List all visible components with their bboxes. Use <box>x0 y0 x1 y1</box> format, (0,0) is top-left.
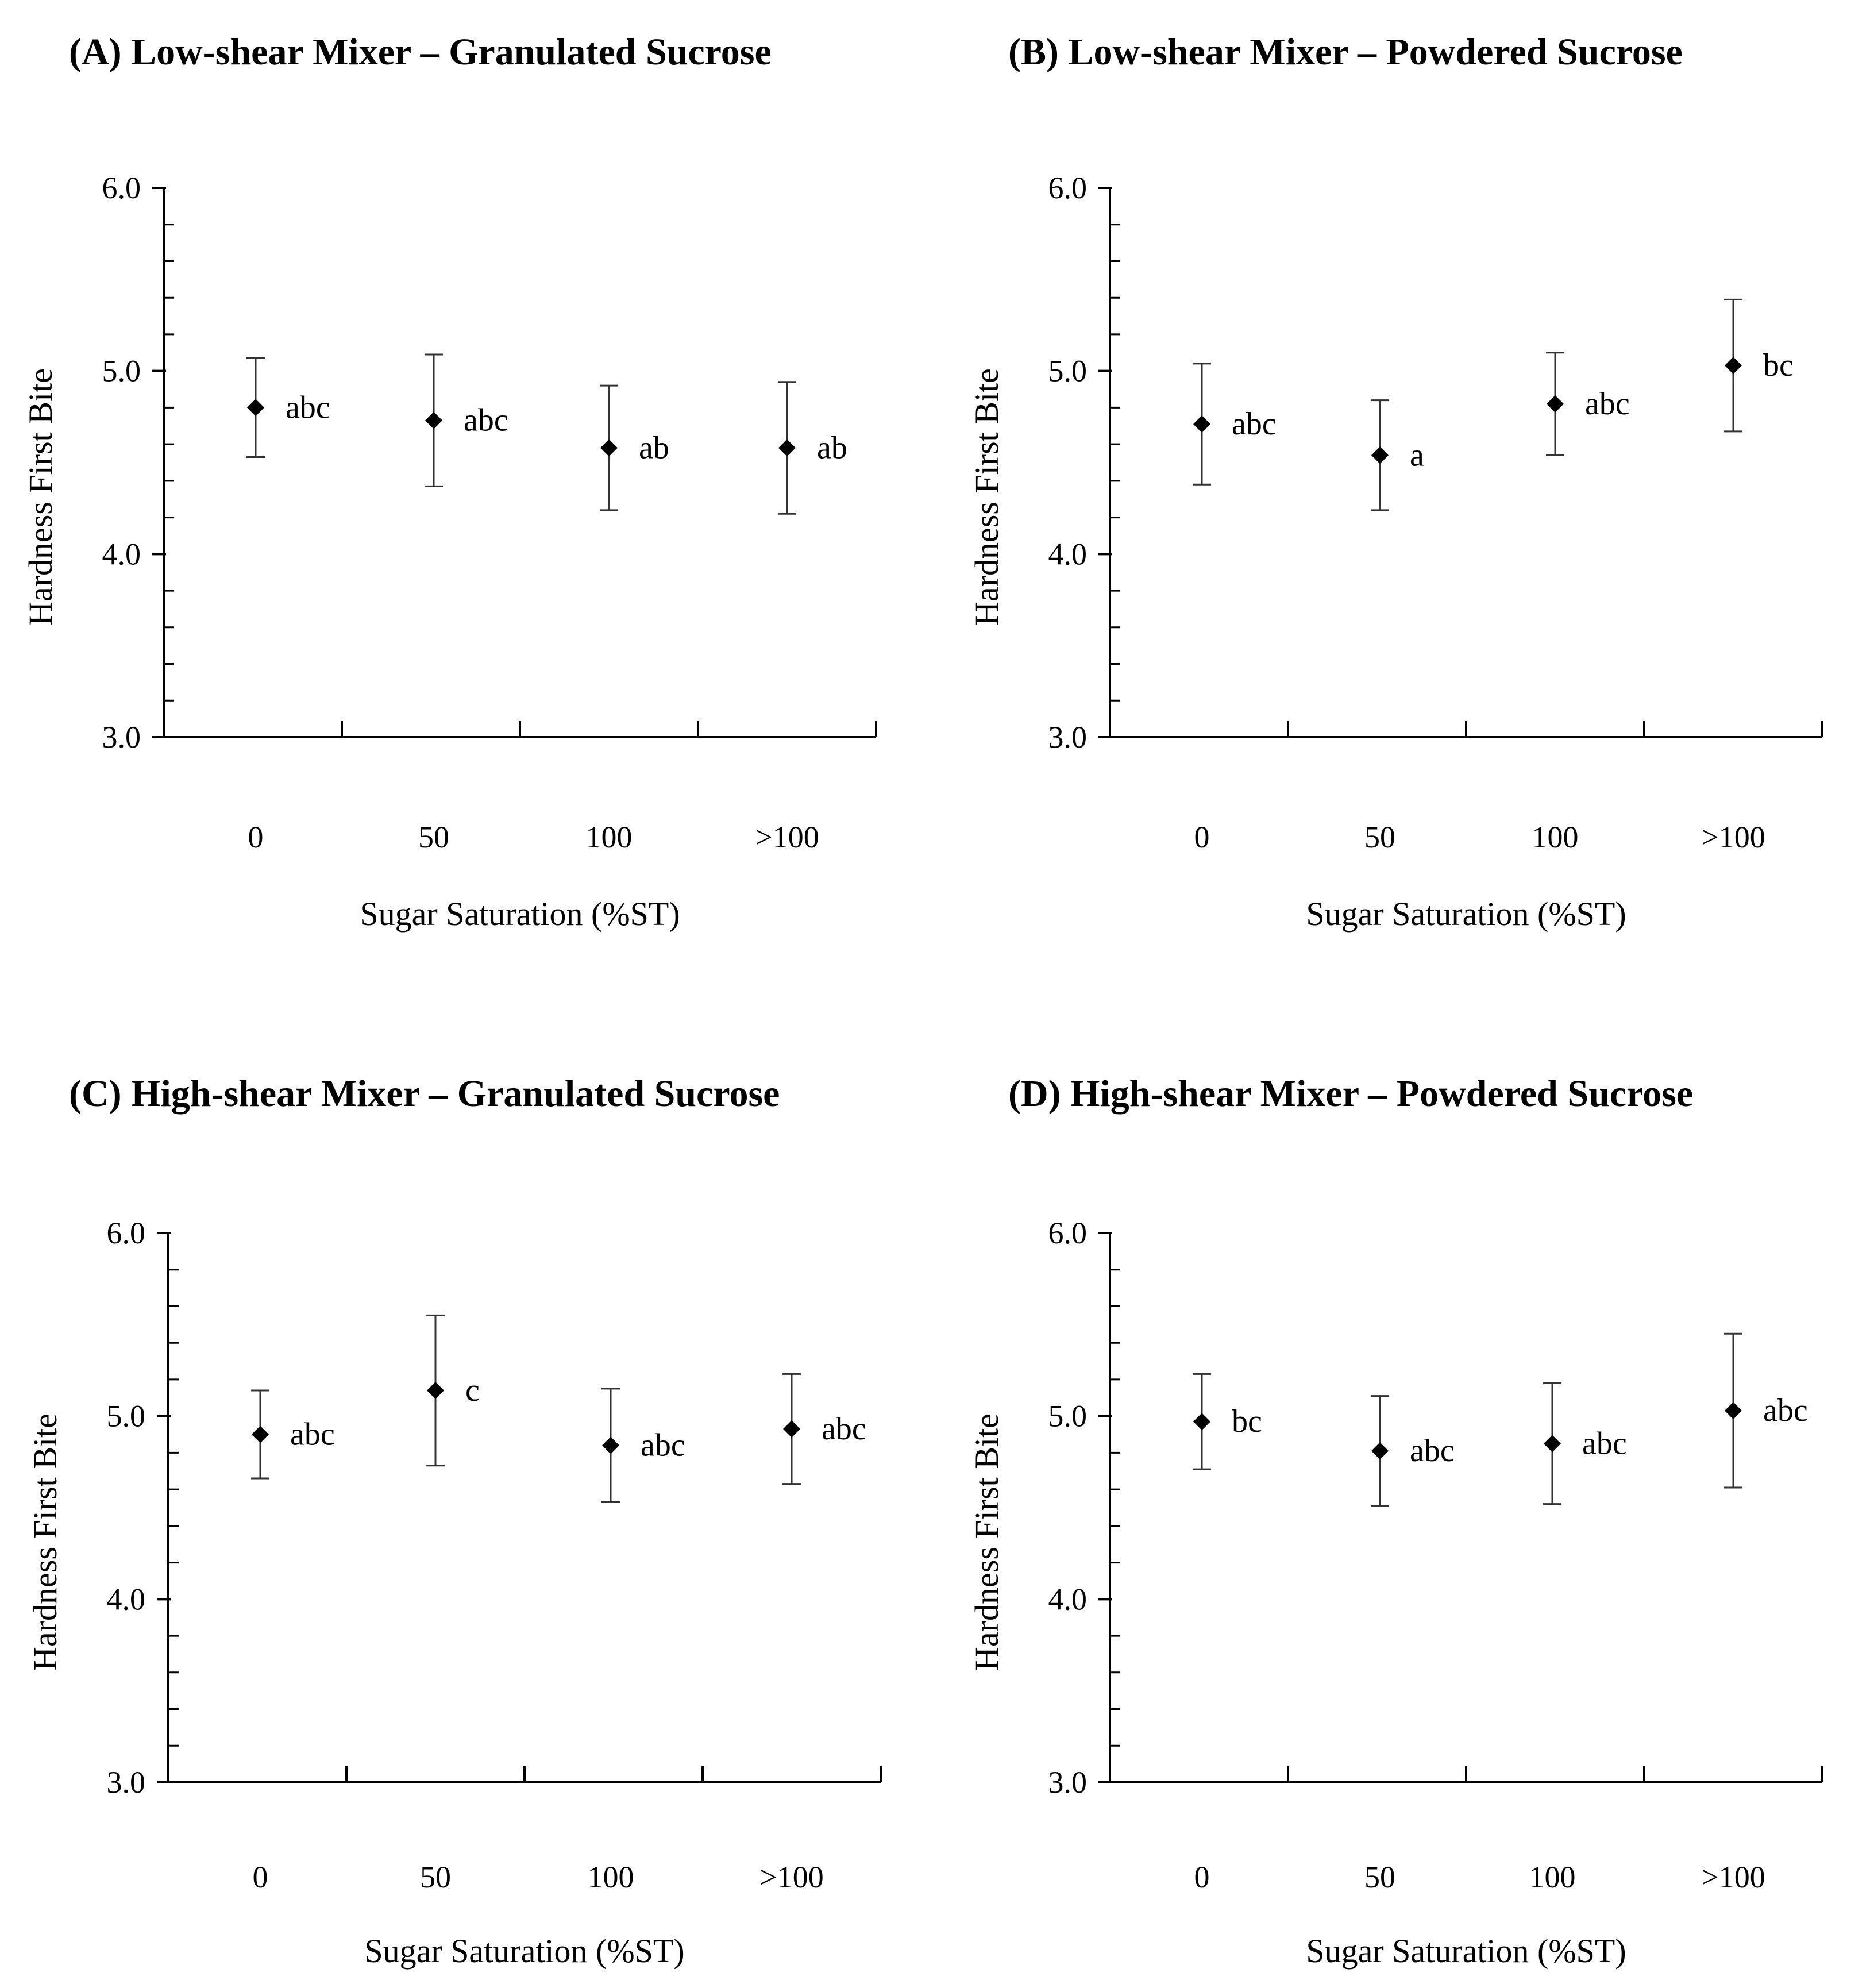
chart-title: (D) High-shear Mixer – Powdered Sucrose <box>1008 1073 1693 1115</box>
y-tick-label: 3.0 <box>102 720 141 754</box>
data-point <box>1193 415 1210 433</box>
y-axis-label: Hardness First Bite <box>26 1413 64 1671</box>
panel-a: (A) Low-shear Mixer – Granulated Sucrose… <box>22 31 877 933</box>
y-tick-label: 3.0 <box>107 1765 146 1800</box>
y-tick-label: 6.0 <box>1048 171 1088 205</box>
y-tick-label: 4.0 <box>102 537 141 571</box>
x-tick-label: 0 <box>248 820 264 854</box>
significance-label: bc <box>1763 348 1794 383</box>
data-point <box>1371 446 1389 464</box>
significance-label: a <box>1410 437 1424 473</box>
significance-label: abc <box>1410 1433 1455 1469</box>
x-tick-label: 100 <box>586 820 633 854</box>
x-tick-label: 0 <box>253 1860 268 1894</box>
significance-label: abc <box>1582 1425 1627 1461</box>
y-tick-label: 6.0 <box>107 1216 146 1250</box>
significance-label: abc <box>286 390 330 425</box>
x-tick-label: 50 <box>1364 1860 1395 1894</box>
x-tick-label: 100 <box>1529 1860 1576 1894</box>
x-tick-label: >100 <box>759 1860 823 1894</box>
x-tick-label: >100 <box>1701 820 1765 854</box>
data-point <box>247 399 264 417</box>
significance-label: ab <box>817 430 847 466</box>
data-point <box>425 411 442 429</box>
y-tick-label: 5.0 <box>102 354 141 388</box>
x-tick-label: >100 <box>1701 1860 1765 1894</box>
y-tick-label: 5.0 <box>1048 354 1088 388</box>
y-tick-label: 6.0 <box>1048 1216 1088 1250</box>
significance-label: abc <box>822 1411 866 1447</box>
data-point <box>1544 1435 1561 1453</box>
y-axis-label: Hardness First Bite <box>968 1413 1005 1671</box>
data-point <box>1725 357 1742 375</box>
x-axis-label: Sugar Saturation (%ST) <box>1306 895 1626 933</box>
y-tick-label: 6.0 <box>102 171 141 205</box>
data-point <box>1193 1413 1210 1431</box>
panel-c: (C) High-shear Mixer – Granulated Sucros… <box>26 1073 882 1970</box>
y-tick-label: 5.0 <box>107 1399 146 1434</box>
data-point <box>1725 1402 1742 1420</box>
x-axis-label: Sugar Saturation (%ST) <box>1306 1932 1626 1970</box>
x-tick-label: 0 <box>1194 1860 1210 1894</box>
x-axis-label: Sugar Saturation (%ST) <box>364 1932 684 1970</box>
y-tick-label: 3.0 <box>1048 1765 1088 1800</box>
y-axis-label: Hardness First Bite <box>22 368 59 626</box>
y-tick-label: 4.0 <box>107 1582 146 1616</box>
y-tick-label: 4.0 <box>1048 537 1088 571</box>
y-tick-label: 5.0 <box>1048 1399 1088 1434</box>
data-point <box>252 1425 269 1443</box>
significance-label: abc <box>1763 1393 1808 1428</box>
significance-label: abc <box>641 1428 685 1463</box>
x-tick-label: 50 <box>420 1860 451 1894</box>
significance-label: abc <box>464 403 508 438</box>
x-axis-label: Sugar Saturation (%ST) <box>360 895 680 933</box>
x-tick-label: 100 <box>588 1860 634 1894</box>
significance-label: abc <box>290 1417 335 1453</box>
y-axis-label: Hardness First Bite <box>968 368 1005 626</box>
significance-label: bc <box>1232 1404 1262 1439</box>
data-point <box>602 1436 619 1454</box>
x-tick-label: >100 <box>755 820 819 854</box>
x-tick-label: 50 <box>1364 820 1395 854</box>
panel-b: (B) Low-shear Mixer – Powdered Sucrose 3.… <box>968 31 1823 933</box>
chart-title: (C) High-shear Mixer – Granulated Sucros… <box>69 1073 780 1115</box>
panel-d: (D) High-shear Mixer – Powdered Sucrose 3… <box>968 1073 1823 1970</box>
data-point <box>427 1382 444 1400</box>
x-tick-label: 50 <box>418 820 449 854</box>
y-tick-label: 4.0 <box>1048 1582 1088 1616</box>
significance-label: abc <box>1232 406 1277 442</box>
data-point <box>1371 1442 1389 1460</box>
significance-label: c <box>465 1373 480 1408</box>
significance-label: ab <box>639 430 669 466</box>
significance-label: abc <box>1585 386 1630 422</box>
chart-title: (A) Low-shear Mixer – Granulated Sucrose <box>69 31 772 73</box>
data-point <box>778 439 796 457</box>
x-tick-label: 0 <box>1194 820 1210 854</box>
y-tick-label: 3.0 <box>1048 720 1088 754</box>
data-point <box>783 1420 800 1438</box>
chart-title: (B) Low-shear Mixer – Powdered Sucrose <box>1008 31 1683 73</box>
data-point <box>1547 395 1564 413</box>
data-point <box>600 439 618 457</box>
x-tick-label: 100 <box>1532 820 1579 854</box>
